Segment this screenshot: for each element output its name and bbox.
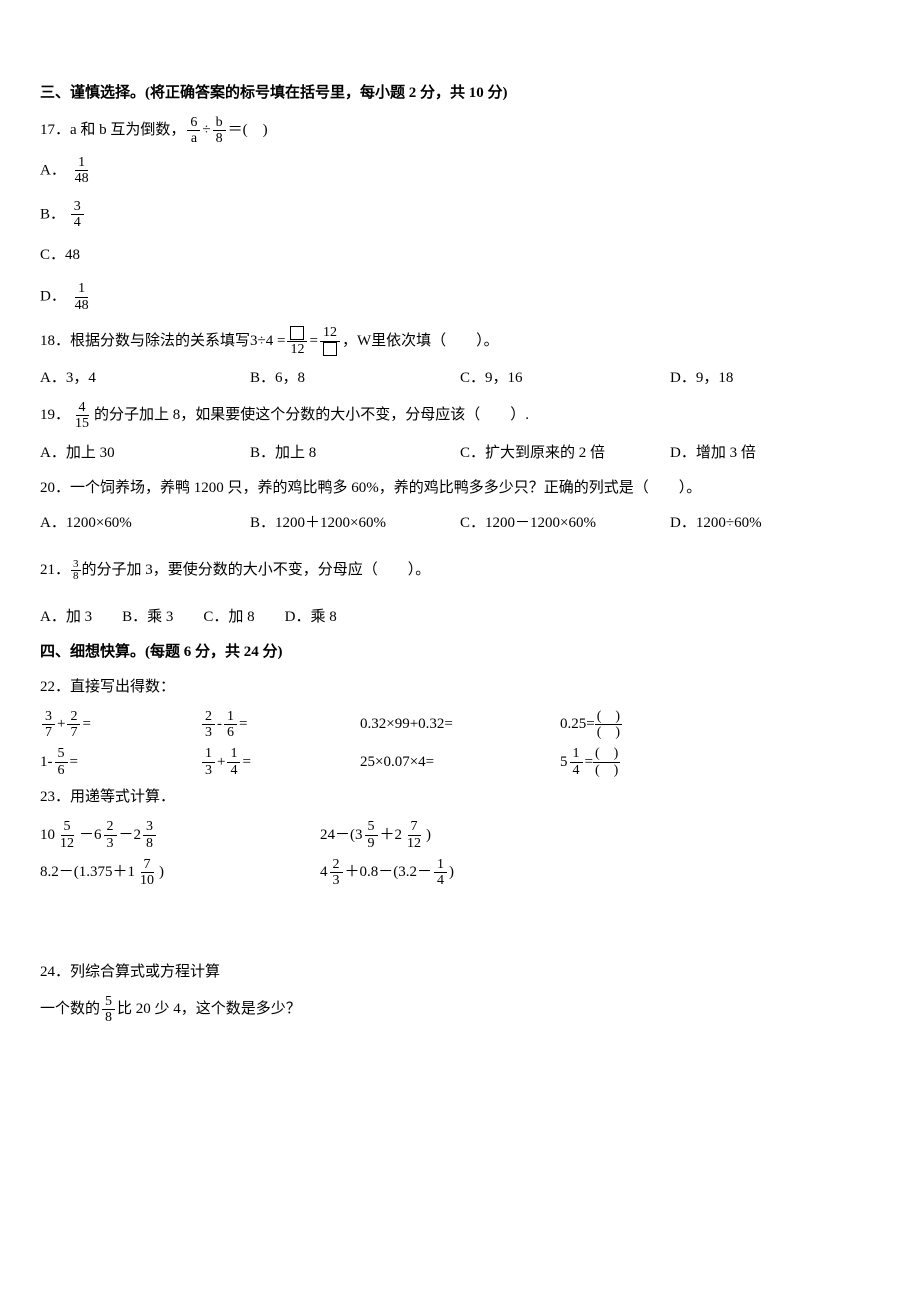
q17-prefix: 17．a 和 b 互为倒数， [40,117,185,144]
q19-suffix: 的分子加上 8，如果要使这个分数的大小不变，分母应该（ ）. [94,402,529,429]
q18-mid2: = [309,328,317,355]
q22-r2c4: 514 = ( )( ) [560,746,760,778]
q23-title: 23．用递等式计算． [40,784,880,811]
q21: 21． 3 8 的分子加 3，要使分数的大小不变，分母应（ ）。 [40,557,880,584]
box-icon [323,342,337,356]
q22-row1: 37 + 27 = 23 - 16 = 0.32×99+0.32= 0.25= … [40,709,880,741]
q22-row2: 1- 56 = 13 + 14 = 25×0.07×4= 514 = ( )( … [40,746,880,778]
q18-options: A．3，4 B．6，8 C．9，16 D．9，18 [40,365,880,392]
q19-optB: B．加上 8 [250,440,460,467]
q18-frac2: 12 [320,325,340,357]
q23-e1: 10512 － 623 － 238 [40,819,320,851]
q18-suffix: ，W里依次填（ ）。 [342,328,499,355]
q20-optD: D．1200÷60% [670,510,880,537]
q20-optC: C．1200－1200×60% [460,510,670,537]
q17-frac1: 6 a [187,115,200,147]
q18-optC: C．9，16 [460,365,670,392]
q22-r1c4: 0.25= ( )( ) [560,709,760,741]
q21-options: A．加 3 B．乘 3 C．加 8 D．乘 8 [40,604,880,631]
q23-e2: 24－( 359 ＋ 2712 ) [320,819,431,851]
q17-optB: B． 3 4 [40,199,880,231]
q18-prefix: 18．根据分数与除法的关系填写 [40,328,250,355]
q23-row2: 8.2－(1.375＋ 1710 ) 423 ＋0.8－(3.2－ 14 ) [40,857,880,889]
q19-options: A．加上 30 B．加上 8 C．扩大到原来的 2 倍 D．增加 3 倍 [40,440,880,467]
q22-r1c1: 37 + 27 = [40,709,200,741]
q20-optA: A．1200×60% [40,510,250,537]
q21-frac: 3 8 [71,559,81,582]
q18: 18．根据分数与除法的关系填写 3÷4 = 12 = 12 ，W里依次填（ ）。 [40,325,880,357]
q21-optC: C．加 8 [203,604,254,631]
q19-optD: D．增加 3 倍 [670,440,880,467]
q21-optA: A．加 3 [40,604,92,631]
q19-optC: C．扩大到原来的 2 倍 [460,440,670,467]
q19-optA: A．加上 30 [40,440,250,467]
q20: 20．一个饲养场，养鸭 1200 只，养的鸡比鸭多 60%，养的鸡比鸭多多少只？… [40,475,880,502]
q22-r2c1: 1- 56 = [40,746,200,778]
q22-title: 22．直接写出得数： [40,674,880,701]
q21-prefix: 21． [40,557,70,584]
q22-r2c2: 13 + 14 = [200,746,360,778]
q17-frac2: b 8 [213,115,226,147]
q18-optD: D．9，18 [670,365,880,392]
section3-heading: 三、谨慎选择。(将正确答案的标号填在括号里，每小题 2 分，共 10 分) [40,80,880,107]
q17-optA: A． 1 48 [40,155,880,187]
q22-r2c3: 25×0.07×4= [360,749,560,776]
q21-optD: D．乘 8 [285,604,337,631]
q17-optA-frac: 1 48 [72,155,92,187]
q24-text: 一个数的 5 8 比 20 少 4，这个数是多少？ [40,994,880,1026]
q23-e4: 423 ＋0.8－(3.2－ 14 ) [320,857,454,889]
q17: 17．a 和 b 互为倒数， 6 a ÷ b 8 ＝( ) [40,115,880,147]
q20-options: A．1200×60% B．1200＋1200×60% C．1200－1200×6… [40,510,880,537]
q24-frac: 5 8 [102,994,115,1026]
divide-sign: ÷ [202,117,210,144]
q17-optC: C．48 [40,242,880,269]
q18-optB: B．6，8 [250,365,460,392]
q18-frac1: 12 [287,325,307,357]
q17-optB-frac: 3 4 [71,199,84,231]
q22-r1c3: 0.32×99+0.32= [360,711,560,738]
q18-mid1: 3÷4 = [250,328,285,355]
q17-optD-frac: 1 48 [72,281,92,313]
q23-row1: 10512 － 623 － 238 24－( 359 ＋ 2712 ) [40,819,880,851]
q21-optB: B．乘 3 [122,604,173,631]
q17-suffix: ＝( ) [228,117,268,144]
q17-optD: D． 1 48 [40,281,880,313]
q22-r1c2: 23 - 16 = [200,709,360,741]
section4-heading: 四、细想快算。(每题 6 分，共 24 分) [40,639,880,666]
q21-suffix: 的分子加 3，要使分数的大小不变，分母应（ ）。 [82,557,431,584]
q19-prefix: 19． [40,402,70,429]
q18-optA: A．3，4 [40,365,250,392]
q19: 19． 4 15 的分子加上 8，如果要使这个分数的大小不变，分母应该（ ）. [40,400,880,432]
q19-frac: 4 15 [72,400,92,432]
q24-title: 24．列综合算式或方程计算 [40,959,880,986]
q20-optB: B．1200＋1200×60% [250,510,460,537]
q23-e3: 8.2－(1.375＋ 1710 ) [40,857,320,889]
box-icon [290,326,304,340]
